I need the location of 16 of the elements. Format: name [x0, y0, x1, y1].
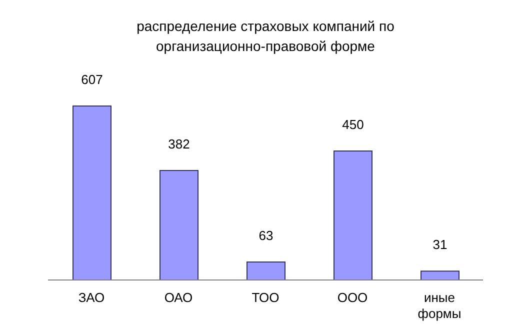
data-label: 607 [81, 72, 103, 87]
data-label: 63 [258, 228, 274, 243]
data-label: 382 [168, 136, 190, 152]
chart-title: распределение страховых компаний по организационно-правовой форме [136, 17, 396, 56]
data-label: 450 [342, 117, 364, 132]
bar [420, 270, 460, 280]
x-tick-label: ООО [337, 290, 368, 305]
data-label: 31 [432, 237, 448, 252]
bar [246, 261, 286, 280]
x-tick-label: иные формы [418, 290, 462, 321]
bar [72, 106, 112, 280]
x-tick-label: ОАО [164, 290, 193, 305]
x-tick-label: ЗАО [78, 290, 105, 305]
bar [160, 170, 198, 280]
bar [334, 150, 372, 280]
x-tick-label: ТОО [252, 290, 280, 305]
